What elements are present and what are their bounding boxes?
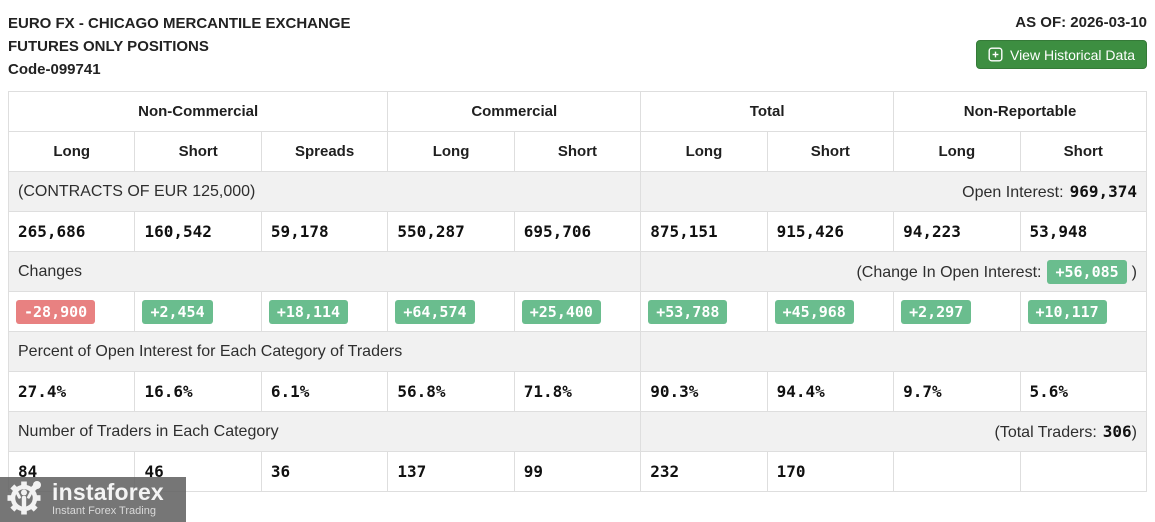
change-cell: +2,454 <box>134 291 262 332</box>
column-header-row: Long Short Spreads Long Short Long Short… <box>7 131 1147 172</box>
position-cell: 550,287 <box>387 211 515 252</box>
report-header: EURO FX - CHICAGO MERCANTILE EXCHANGE FU… <box>8 12 1147 81</box>
calendar-plus-icon <box>988 47 1003 62</box>
group-header-row: Non-Commercial Commercial Total Non-Repo… <box>7 91 1147 132</box>
change-cell: +64,574 <box>387 291 515 332</box>
change-cell: +2,297 <box>893 291 1021 332</box>
col-header-nc-spreads: Spreads <box>260 131 389 172</box>
percent-cell: 5.6% <box>1019 371 1147 412</box>
as-of-date: AS OF: 2026-03-10 <box>1015 14 1147 31</box>
position-cell: 94,223 <box>893 211 1021 252</box>
report-subtitle: FUTURES ONLY POSITIONS <box>8 38 209 55</box>
group-commercial: Commercial <box>387 91 642 132</box>
change-oi-badge: +56,085 <box>1047 259 1127 284</box>
cot-table: Non-Commercial Commercial Total Non-Repo… <box>7 91 1147 492</box>
open-interest-value: 969,374 <box>1069 181 1137 201</box>
traders-cell: 36 <box>260 451 389 492</box>
col-header-t-short: Short <box>766 131 895 172</box>
view-historical-data-label: View Historical Data <box>1009 46 1135 63</box>
percent-band-row: Percent of Open Interest for Each Catego… <box>7 331 1147 372</box>
percent-cell: 9.7% <box>893 371 1021 412</box>
changes-label: Changes <box>7 251 642 292</box>
position-cell: 59,178 <box>260 211 389 252</box>
change-open-interest-cell: (Change In Open Interest: +56,085) <box>640 251 1147 292</box>
change-badge: +53,788 <box>648 299 728 324</box>
change-badge: +2,297 <box>901 299 972 324</box>
percents-row: 27.4% 16.6% 6.1% 56.8% 71.8% 90.3% 94.4%… <box>7 371 1147 412</box>
open-interest-label: Open Interest: <box>962 183 1064 201</box>
position-cell: 160,542 <box>134 211 262 252</box>
position-cell: 695,706 <box>513 211 642 252</box>
instaforex-gear-logo-icon <box>5 477 45 522</box>
traders-cell <box>893 451 1021 492</box>
changes-band-row: Changes (Change In Open Interest: +56,085… <box>7 251 1147 292</box>
watermark-tagline: Instant Forex Trading <box>52 505 156 517</box>
percent-cell: 90.3% <box>640 371 768 412</box>
change-cell: +18,114 <box>260 291 389 332</box>
col-header-nr-long: Long <box>893 131 1021 172</box>
total-traders-value: 306 <box>1102 421 1132 441</box>
changes-row: -28,900 +2,454 +18,114 +64,574 +25,400 +… <box>7 291 1147 332</box>
change-cell: +10,117 <box>1019 291 1147 332</box>
group-non-commercial: Non-Commercial <box>7 91 389 132</box>
positions-row: 265,686 160,542 59,178 550,287 695,706 8… <box>7 211 1147 252</box>
instaforex-watermark: instaforex Instant Forex Trading <box>0 477 186 522</box>
col-header-nc-short: Short <box>134 131 262 172</box>
contracts-band-row: (CONTRACTS OF EUR 125,000) Open Interest… <box>7 171 1147 212</box>
percent-band-empty <box>640 331 1147 372</box>
open-interest-cell: Open Interest: 969,374 <box>640 171 1147 212</box>
percent-cell: 94.4% <box>766 371 895 412</box>
position-cell: 915,426 <box>766 211 895 252</box>
traders-cell: 99 <box>513 451 642 492</box>
contracts-label: (CONTRACTS OF EUR 125,000) <box>7 171 642 212</box>
change-cell: +53,788 <box>640 291 768 332</box>
position-cell: 53,948 <box>1019 211 1147 252</box>
group-non-reportable: Non-Reportable <box>893 91 1147 132</box>
traders-cell: 137 <box>387 451 515 492</box>
total-traders-prefix: (Total Traders: <box>994 423 1097 441</box>
percent-label: Percent of Open Interest for Each Catego… <box>7 331 642 372</box>
change-badge: +64,574 <box>395 299 475 324</box>
traders-label: Number of Traders in Each Category <box>7 411 642 452</box>
traders-cell: 232 <box>640 451 768 492</box>
report-title: EURO FX - CHICAGO MERCANTILE EXCHANGE <box>8 15 351 32</box>
change-cell: +45,968 <box>766 291 895 332</box>
watermark-text: instaforex Instant Forex Trading <box>52 481 164 517</box>
view-historical-data-button[interactable]: View Historical Data <box>975 40 1147 69</box>
traders-cell <box>1019 451 1147 492</box>
change-badge: +25,400 <box>521 299 601 324</box>
col-header-nc-long: Long <box>7 131 136 172</box>
traders-band-row: Number of Traders in Each Category (Tota… <box>7 411 1147 452</box>
group-total: Total <box>640 91 895 132</box>
percent-cell: 71.8% <box>513 371 642 412</box>
change-oi-suffix: ) <box>1131 263 1137 281</box>
position-cell: 875,151 <box>640 211 768 252</box>
change-badge: -28,900 <box>16 299 96 324</box>
percent-cell: 16.6% <box>134 371 262 412</box>
change-cell: +25,400 <box>513 291 642 332</box>
report-titles: EURO FX - CHICAGO MERCANTILE EXCHANGE FU… <box>8 12 351 81</box>
report-header-right: AS OF: 2026-03-10 View Historical Data <box>975 12 1147 69</box>
change-cell: -28,900 <box>7 291 136 332</box>
percent-cell: 27.4% <box>7 371 136 412</box>
change-badge: +18,114 <box>268 299 349 324</box>
percent-cell: 6.1% <box>260 371 389 412</box>
position-cell: 265,686 <box>7 211 136 252</box>
watermark-brand: instaforex <box>52 479 164 505</box>
change-oi-prefix: (Change In Open Interest: <box>856 263 1042 281</box>
change-badge: +10,117 <box>1027 299 1107 324</box>
col-header-c-short: Short <box>513 131 642 172</box>
change-badge: +2,454 <box>142 299 213 324</box>
change-badge: +45,968 <box>774 299 854 324</box>
percent-cell: 56.8% <box>387 371 515 412</box>
traders-cell: 170 <box>766 451 895 492</box>
report-code: Code-099741 <box>8 61 101 78</box>
total-traders-suffix: ) <box>1131 423 1137 441</box>
cot-report-page: EURO FX - CHICAGO MERCANTILE EXCHANGE FU… <box>7 12 1147 492</box>
total-traders-cell: (Total Traders: 306) <box>640 411 1147 452</box>
col-header-t-long: Long <box>640 131 768 172</box>
col-header-c-long: Long <box>387 131 515 172</box>
col-header-nr-short: Short <box>1019 131 1147 172</box>
